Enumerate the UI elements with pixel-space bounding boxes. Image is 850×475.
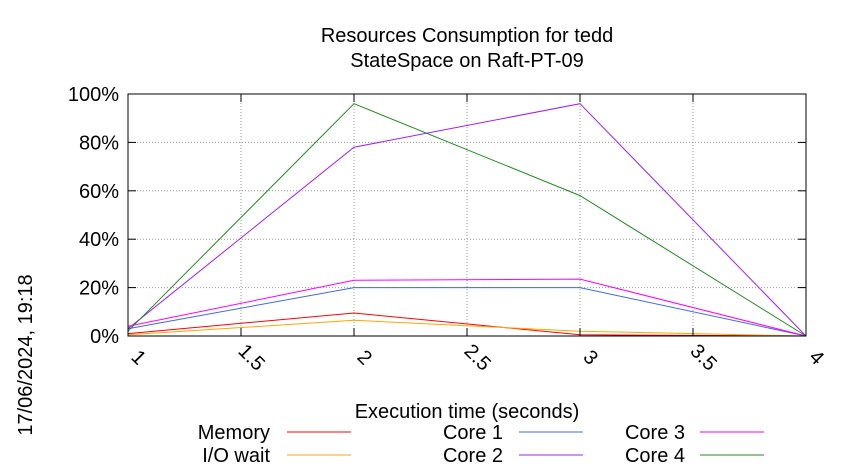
legend-label: Core 1 [443, 422, 503, 444]
y-tick-label: 100% [68, 84, 119, 106]
grid [128, 94, 806, 336]
y-tick-label: 60% [79, 181, 119, 203]
series-lines [127, 103, 807, 337]
legend-label: I/O wait [202, 445, 270, 467]
y-tick-label: 0% [90, 326, 119, 348]
x-axis-label: Execution time (seconds) [355, 401, 580, 423]
chart-subtitle: StateSpace on Raft-PT-09 [350, 50, 583, 72]
legend-label: Memory [198, 422, 270, 444]
series-line-core-1 [127, 287, 807, 337]
x-tick-label: 1.5 [234, 340, 269, 375]
legend-label: Core 4 [625, 445, 685, 467]
x-tick-label: 4 [805, 346, 828, 369]
x-tick-label: 2 [353, 346, 376, 369]
legend-label: Core 2 [443, 445, 503, 467]
legend-label: Core 3 [625, 422, 685, 444]
x-tick-label: 3 [579, 346, 602, 369]
x-tick-label: 1 [127, 346, 150, 369]
y-axis-ticks: 0% 20% 40% 60% 80% 100% [68, 84, 806, 348]
chart-title: Resources Consumption for tedd [321, 25, 613, 47]
x-tick-label: 3.5 [686, 340, 721, 375]
series-line-core-4 [127, 103, 807, 337]
y-tick-label: 80% [79, 132, 119, 154]
series-line-core-2 [127, 103, 807, 337]
y-tick-label: 40% [79, 229, 119, 251]
timestamp-label: 17/06/2024, 19:18 [15, 274, 37, 435]
y-tick-label: 20% [79, 278, 119, 300]
x-axis-ticks: 1 1.5 2 2.5 3 3.5 4 [127, 94, 828, 375]
x-tick-label: 2.5 [460, 340, 495, 375]
series-line-core-3 [127, 278, 807, 337]
